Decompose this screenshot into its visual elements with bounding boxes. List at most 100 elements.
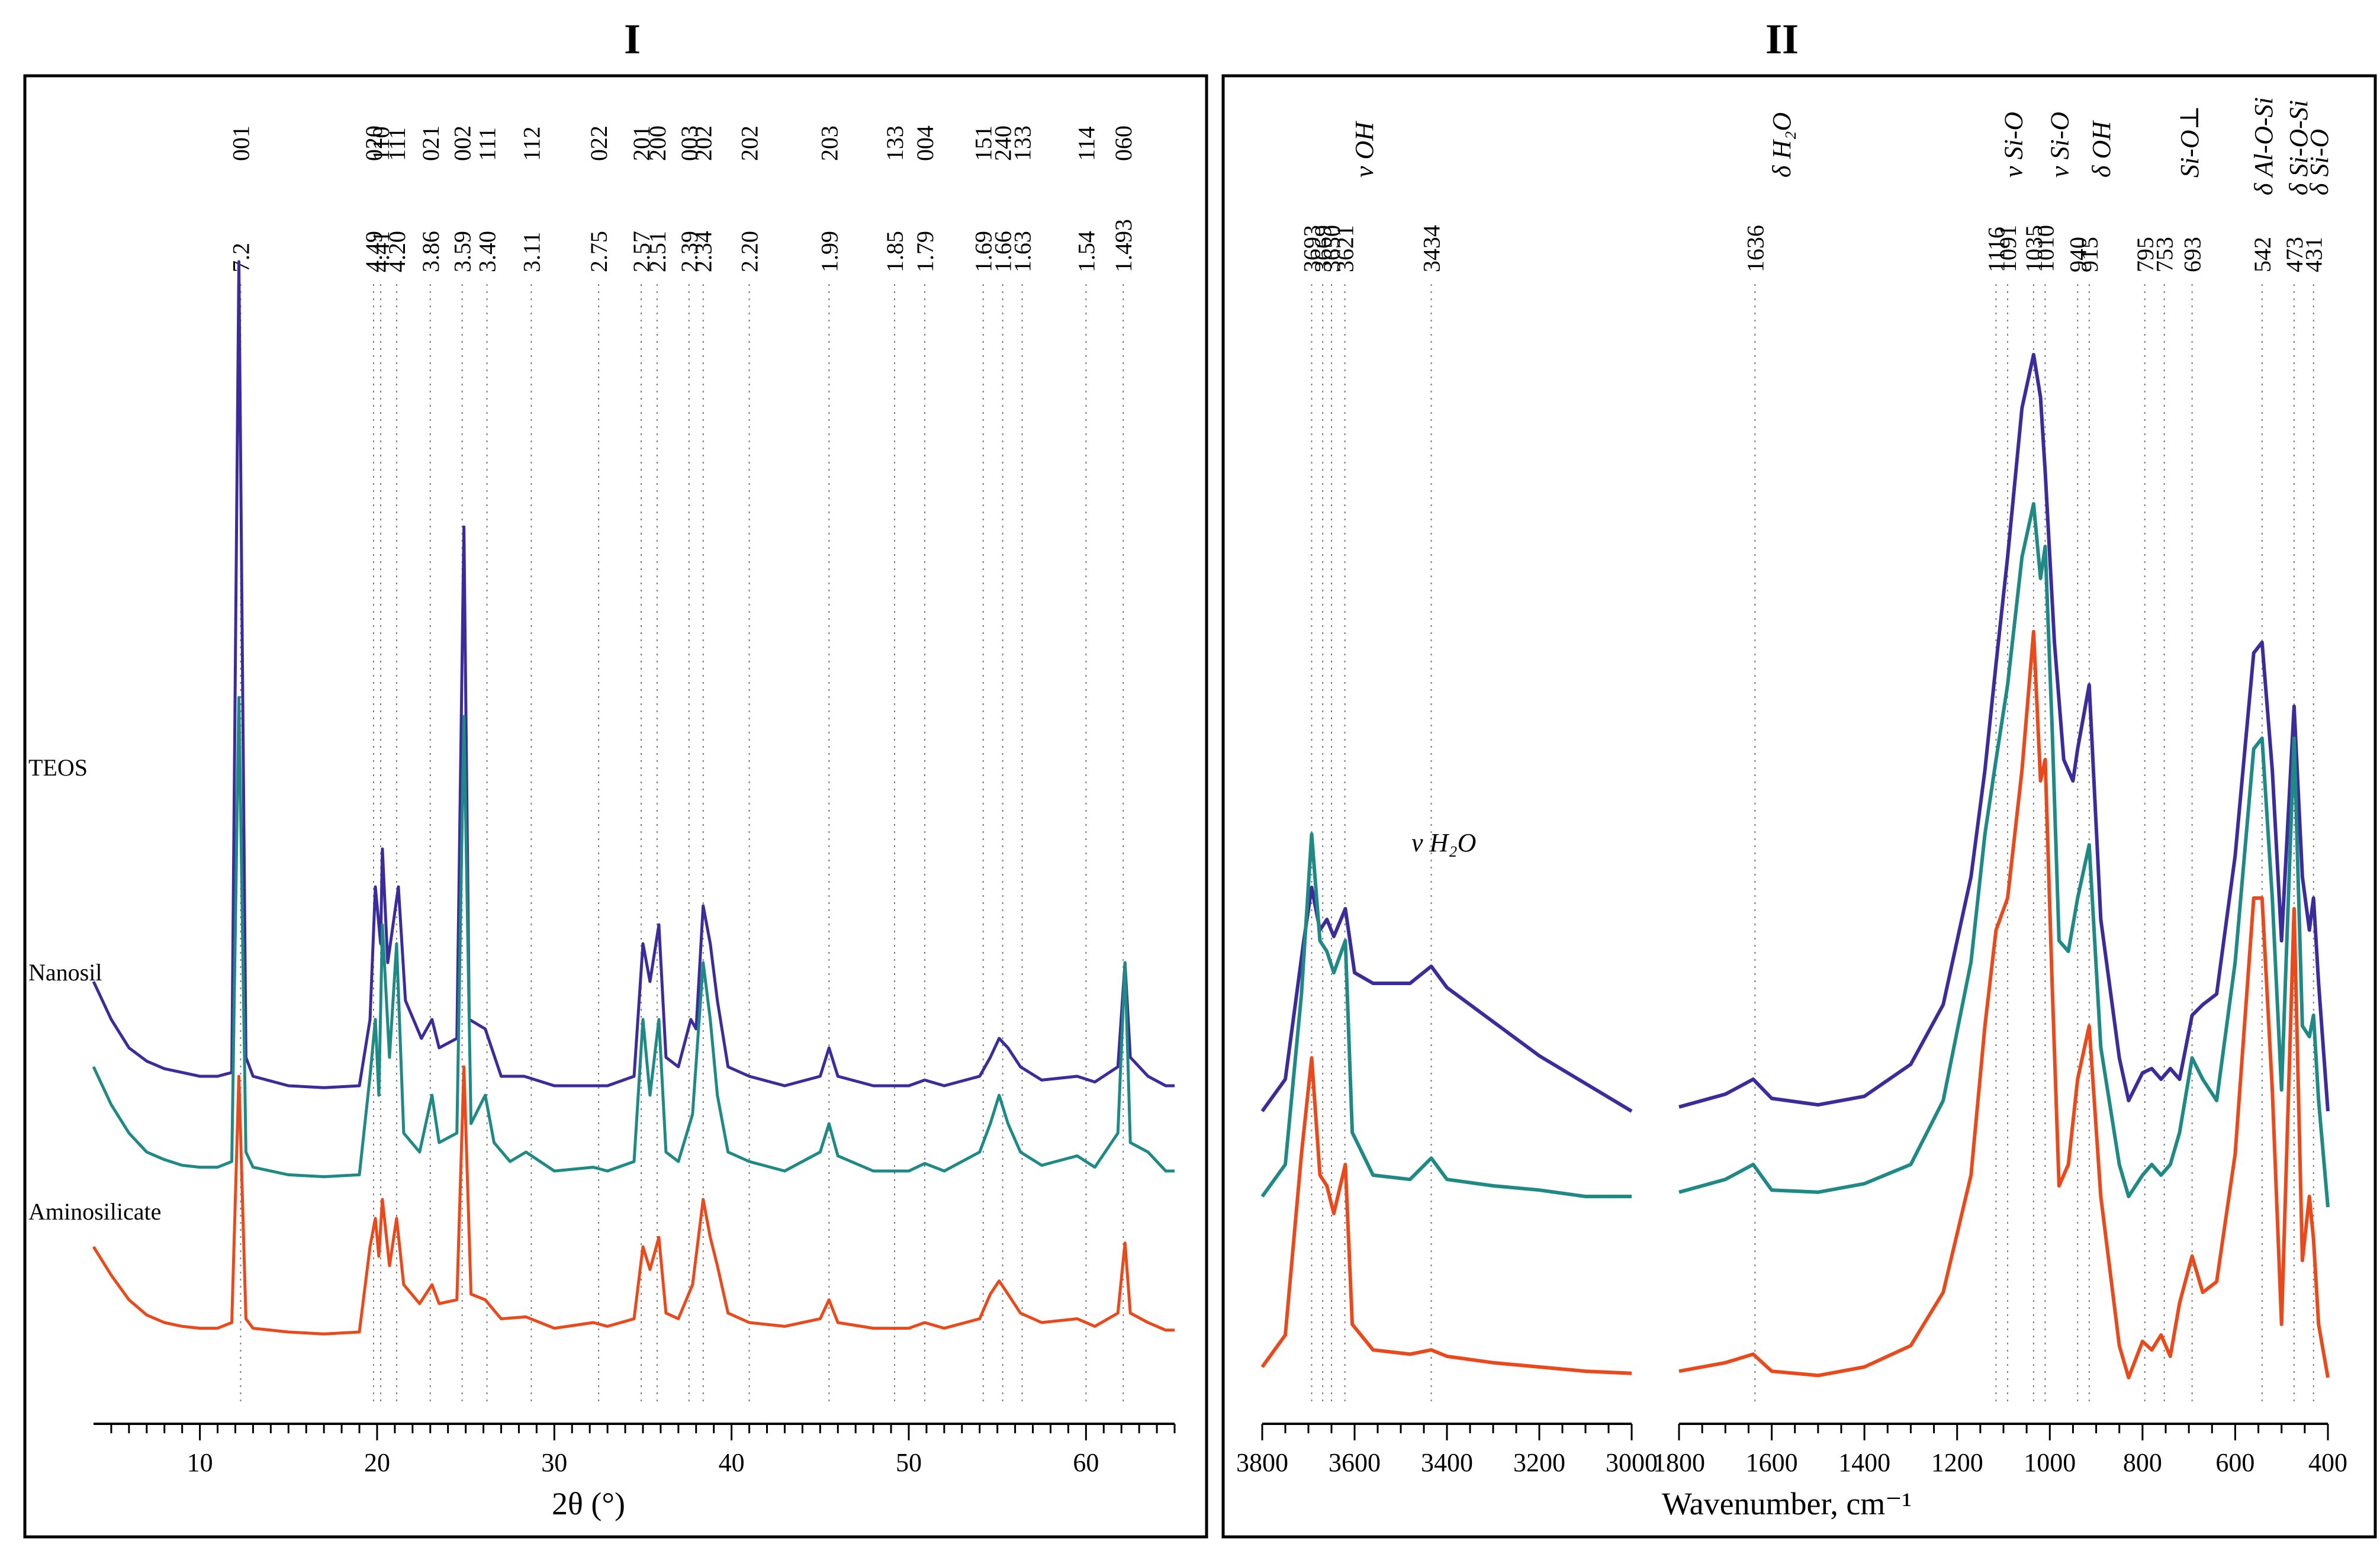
d-spacing-label: 4.41 bbox=[368, 231, 394, 272]
wavenumber-label: 753 bbox=[2151, 237, 2178, 272]
wavenumber-label: 3650 bbox=[1318, 225, 1345, 272]
ir-series-aminosilicate-low bbox=[1678, 630, 2330, 1379]
d-spacing-label: 1.54 bbox=[1073, 231, 1099, 272]
hkl-label: 202 bbox=[736, 126, 763, 161]
xrd-series-teos bbox=[92, 260, 1175, 1089]
panel-ii-tick-label: 3200 bbox=[1513, 1448, 1565, 1477]
hkl-label: 020 bbox=[361, 126, 387, 161]
hkl-label: 022 bbox=[586, 126, 612, 161]
ir-series-teos-low bbox=[1678, 353, 2330, 1112]
d-spacing-label: 2.57 bbox=[628, 231, 655, 272]
panel-ii-frame bbox=[1221, 74, 2377, 1539]
band-label-nu-sio-1: ν Si-O bbox=[1999, 112, 2028, 178]
panel-ii-tick-label: 3600 bbox=[1329, 1448, 1381, 1477]
wavenumber-label: 431 bbox=[2301, 237, 2327, 272]
band-label-si-o-perp: Si-O⊥ bbox=[2175, 105, 2204, 178]
panel-i-tick-label: 60 bbox=[1073, 1448, 1099, 1477]
band-label-delta-sio: δ Si-O bbox=[2305, 129, 2334, 195]
wavenumber-label: 915 bbox=[2076, 237, 2103, 272]
panel-ii-tick-label: 3400 bbox=[1421, 1448, 1473, 1477]
hkl-label: 151 bbox=[970, 126, 997, 161]
ir-series-nanosil-low bbox=[1678, 502, 2330, 1208]
d-spacing-label: 3.59 bbox=[449, 231, 476, 272]
hkl-label: 200 bbox=[644, 126, 671, 161]
wavenumber-label: 3434 bbox=[1418, 225, 1445, 272]
wavenumber-label: 940 bbox=[2064, 237, 2091, 272]
panel-ii-tick-label: 1400 bbox=[1838, 1448, 1890, 1477]
hkl-label: 114 bbox=[1073, 126, 1099, 161]
series-label-nanosil: Nanosil bbox=[28, 959, 102, 986]
hkl-label: 133 bbox=[882, 126, 908, 161]
hkl-label: 133 bbox=[1009, 126, 1036, 161]
d-spacing-label: 1.63 bbox=[1009, 231, 1036, 272]
d-spacing-label: 2.75 bbox=[586, 231, 612, 272]
hkl-label: 112 bbox=[518, 126, 545, 161]
panel-ii-tick-label: 1600 bbox=[1746, 1448, 1798, 1477]
hkl-label: 001 bbox=[227, 126, 254, 161]
band-label-delta-h2o: δ H₂O bbox=[1767, 112, 1796, 178]
d-spacing-label: 2.34 bbox=[690, 231, 717, 272]
panel-ii-tick-label: 400 bbox=[2308, 1448, 2347, 1477]
wavenumber-label: 1116 bbox=[1983, 227, 2009, 272]
panel-ii-tick-label: 1000 bbox=[2024, 1448, 2076, 1477]
xrd-series-aminosilicate bbox=[92, 1065, 1175, 1336]
band-label-delta-oh: δ OH bbox=[2087, 120, 2116, 178]
panel-i-tick-label: 30 bbox=[541, 1448, 567, 1477]
hkl-label: 203 bbox=[816, 126, 842, 161]
d-spacing-label: 2.51 bbox=[644, 231, 671, 272]
hkl-label: 004 bbox=[912, 126, 938, 161]
ir-series-nanosil-high bbox=[1260, 832, 1632, 1198]
wavenumber-label: 1035 bbox=[2021, 225, 2047, 272]
wavenumber-label: 1010 bbox=[2032, 225, 2059, 272]
d-spacing-label: 1.493 bbox=[1110, 219, 1137, 272]
wavenumber-label: 3669 bbox=[1310, 225, 1336, 272]
d-spacing-label: 3.86 bbox=[417, 231, 444, 272]
panel-i-title: I bbox=[624, 15, 641, 63]
hkl-label: 060 bbox=[1110, 126, 1137, 161]
d-spacing-label: 2.20 bbox=[736, 231, 763, 272]
panel-i-tick-label: 40 bbox=[719, 1448, 745, 1477]
d-spacing-label: 1.79 bbox=[912, 231, 938, 272]
panel-i-tick-label: 10 bbox=[187, 1448, 213, 1477]
band-label-nu-h2o: ν H₂O bbox=[1411, 828, 1476, 857]
xrd-series-nanosil bbox=[92, 696, 1175, 1179]
panel-ii-tick-label: 800 bbox=[2123, 1448, 2162, 1477]
hkl-label: 202 bbox=[690, 126, 717, 161]
wavenumber-label: 542 bbox=[2249, 237, 2276, 272]
panel-i-tick-label: 20 bbox=[364, 1448, 390, 1477]
panel-ii-xlabel: Wavenumber, cm⁻¹ bbox=[1662, 1486, 1912, 1521]
band-label-delta-alosi: δ Al-O-Si bbox=[2249, 97, 2278, 195]
ir-series-aminosilicate-high bbox=[1260, 1056, 1632, 1375]
wavenumber-label: 1091 bbox=[1995, 225, 2021, 272]
hkl-label: 003 bbox=[676, 126, 703, 161]
hkl-label: 111 bbox=[474, 127, 501, 161]
d-spacing-label: 1.69 bbox=[970, 231, 997, 272]
panel-ii-title: II bbox=[1765, 15, 1799, 63]
hkl-label: 240 bbox=[990, 126, 1017, 161]
panel-ii-tick-label: 1800 bbox=[1653, 1448, 1705, 1477]
series-label-aminosilicate: Aminosilicate bbox=[28, 1198, 161, 1225]
ir-series-teos-high bbox=[1260, 886, 1633, 1113]
panel-ii-tick-label: 3000 bbox=[1606, 1448, 1658, 1477]
wavenumber-label: 1636 bbox=[1742, 225, 1768, 272]
panel-i-xlabel: 2θ (°) bbox=[552, 1486, 625, 1521]
band-label-delta-siosi: δ Si-O-Si bbox=[2284, 100, 2313, 195]
series-label-teos: TEOS bbox=[28, 754, 88, 781]
d-spacing-label: 1.99 bbox=[816, 231, 842, 272]
d-spacing-label: 7.2 bbox=[227, 243, 254, 272]
wavenumber-label: 3693 bbox=[1298, 225, 1325, 272]
d-spacing-label: 3.40 bbox=[474, 231, 501, 272]
wavenumber-label: 473 bbox=[2281, 237, 2308, 272]
panel-i-frame bbox=[23, 74, 1208, 1539]
hkl-label: 002 bbox=[449, 126, 476, 161]
panel-ii-tick-label: 600 bbox=[2215, 1448, 2254, 1477]
d-spacing-label: 3.11 bbox=[518, 231, 545, 272]
panel-i-plot: 10 20 30 40 50 60 7.2 4.494.414.20 3.86 3.593.40 3… bbox=[92, 126, 1176, 1477]
d-spacing-label: 4.20 bbox=[384, 231, 410, 272]
hkl-label: 021 bbox=[417, 126, 444, 161]
panel-ii-tick-label: 3800 bbox=[1236, 1448, 1288, 1477]
hkl-label: 110 bbox=[368, 126, 394, 161]
panel-i-tick-label: 50 bbox=[896, 1448, 922, 1477]
